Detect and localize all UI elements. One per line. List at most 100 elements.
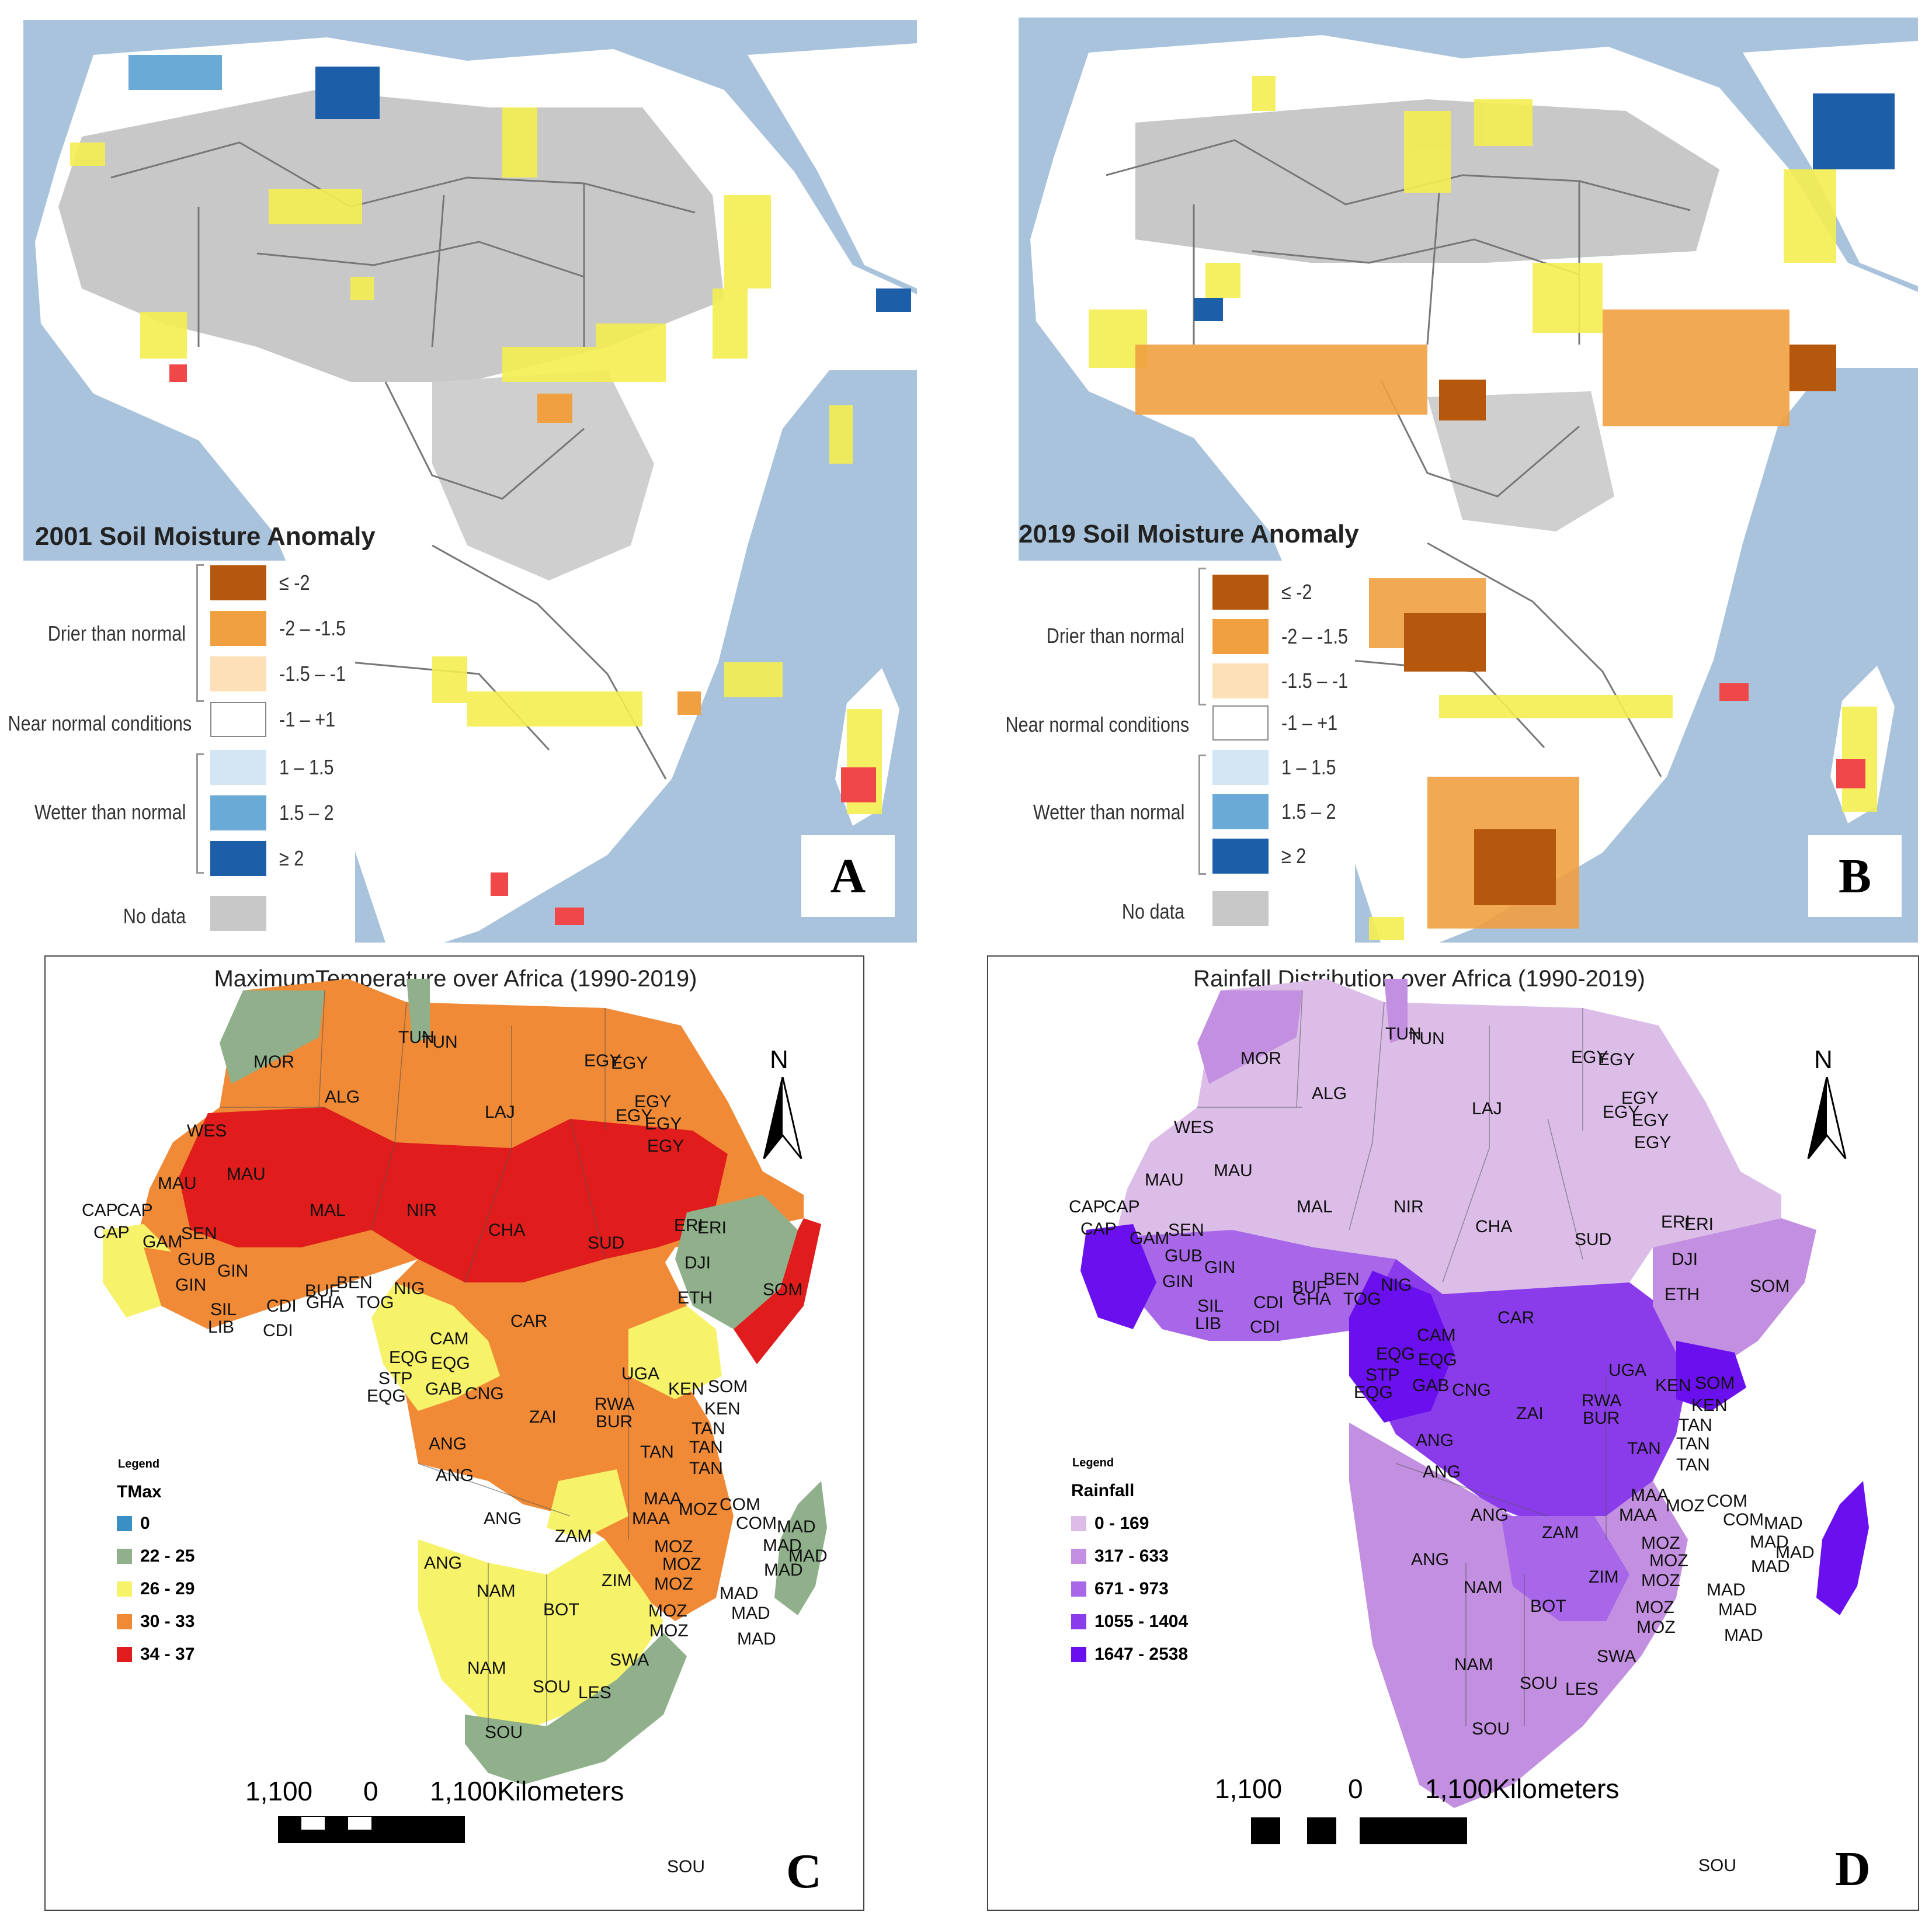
panel-d-country-label: ERI bbox=[1684, 1215, 1714, 1234]
panel-a-title: 2001 Soil Moisture Anomaly bbox=[35, 522, 376, 551]
legend-b-near: Near normal conditions bbox=[1005, 712, 1189, 736]
panel-c-country-label: ETH bbox=[677, 1288, 713, 1308]
panel-c-country-label: WES bbox=[187, 1121, 227, 1141]
legend-a-nodata: No data bbox=[123, 904, 186, 928]
panel-d-country-label: MAU bbox=[1145, 1170, 1184, 1190]
panel-d-country-label: TUN bbox=[1385, 1024, 1422, 1044]
panel-d-country-label: BOT bbox=[1530, 1597, 1566, 1616]
panel-c-country-label: GAB bbox=[425, 1379, 463, 1399]
panel-d-country-label: UGA bbox=[1608, 1361, 1647, 1380]
panel-d-country-label: ANG bbox=[1416, 1431, 1454, 1450]
panel-c-country-label: CAP bbox=[82, 1201, 118, 1220]
panel-d-country-label: NAM bbox=[1454, 1655, 1493, 1674]
panel-d-country-label: TUN bbox=[1409, 1029, 1445, 1048]
panel-d-sou-label: SOU bbox=[1698, 1856, 1737, 1875]
panel-d-country-label: MAD bbox=[1775, 1543, 1815, 1562]
panel-c-legend-item-1: 0 bbox=[140, 1514, 150, 1533]
panel-d-country-label: COM bbox=[1723, 1510, 1764, 1529]
panel-d-country-label: EGY bbox=[1632, 1111, 1669, 1130]
panel-d-country-label: MAD bbox=[1764, 1514, 1803, 1533]
panel-d-north-arrow: N bbox=[1804, 1045, 1850, 1162]
panel-c-country-label: MAD bbox=[788, 1546, 828, 1566]
panel-c-country-label: SEN bbox=[181, 1224, 217, 1243]
panel-c-country-label: GAM bbox=[143, 1232, 183, 1251]
panel-d-country-label: TOG bbox=[1343, 1289, 1381, 1309]
panel-c-country-label: GIN bbox=[217, 1261, 249, 1281]
panel-d-country-label: MAD bbox=[1751, 1557, 1790, 1576]
panel-d-country-label: SEN bbox=[1168, 1221, 1204, 1240]
panel-c-country-label: SOU bbox=[485, 1723, 523, 1742]
panel-c-country-label: ANG bbox=[429, 1434, 467, 1454]
panel-b-letter: B bbox=[1838, 849, 1872, 903]
panel-d-country-label: MAD bbox=[1718, 1600, 1757, 1619]
legend-a-item-6: 1.5 – 2 bbox=[279, 801, 334, 825]
panel-c-legend-item-2: 22 - 25 bbox=[140, 1546, 195, 1566]
panel-c-country-label: MAL bbox=[310, 1201, 346, 1220]
panel-d-country-label: SUD bbox=[1575, 1230, 1612, 1249]
panel-d-map bbox=[1080, 979, 1869, 1808]
panel-d-country-label: WES bbox=[1174, 1118, 1214, 1137]
legend-b-item-6: 1.5 – 2 bbox=[1281, 799, 1336, 823]
panel-c-country-label: CAM bbox=[430, 1329, 469, 1348]
panel-c-country-label: EQG bbox=[367, 1386, 406, 1406]
panel-d-country-label: CHA bbox=[1475, 1217, 1513, 1236]
panel-c-country-label: LAJ bbox=[485, 1103, 515, 1122]
panel-d-scale-right: 1,100Kilometers bbox=[1425, 1774, 1620, 1804]
panel-c-country-label: MOZ bbox=[649, 1621, 689, 1640]
panel-d-country-label: ZAI bbox=[1516, 1404, 1544, 1423]
legend-b-nodata: No data bbox=[1121, 899, 1184, 923]
panel-c-country-label: TOG bbox=[356, 1293, 394, 1312]
panel-d-country-label: ANG bbox=[1411, 1550, 1450, 1569]
panel-d-country-label: MOZ bbox=[1635, 1598, 1674, 1617]
panel-d-country-label: MAA bbox=[1619, 1506, 1658, 1525]
panel-d-country-label: CNG bbox=[1452, 1381, 1491, 1400]
panel-d-country-label: EGY bbox=[1621, 1089, 1659, 1108]
panel-d-country-label: CAP bbox=[1069, 1197, 1105, 1216]
panel-d-country-label: ALG bbox=[1312, 1084, 1347, 1103]
panel-c-country-label: CAP bbox=[93, 1223, 130, 1242]
panel-c-country-label: GHA bbox=[306, 1293, 345, 1312]
panel-b-letter-box: B bbox=[1808, 835, 1902, 917]
panel-c-country-label: ANG bbox=[424, 1553, 463, 1573]
panel-c-country-label: NIG bbox=[394, 1279, 425, 1298]
panel-d-country-label: GHA bbox=[1293, 1289, 1332, 1309]
panel-d-country-label: MOZ bbox=[1636, 1618, 1676, 1637]
panel-d-country-label: SOU bbox=[1472, 1719, 1510, 1739]
legend-a-item-3: -1.5 – -1 bbox=[279, 662, 346, 686]
panel-c-legend-head: Legend bbox=[118, 1458, 160, 1470]
panel-a-letter-box: A bbox=[801, 835, 895, 917]
panel-d-country-label: NIG bbox=[1381, 1275, 1412, 1295]
panel-c-country-label: LIB bbox=[208, 1317, 235, 1337]
panel-d-legend-item-1: 0 - 169 bbox=[1094, 1514, 1149, 1533]
panel-d-country-label: GAM bbox=[1130, 1229, 1170, 1248]
panel-a-letter: A bbox=[830, 849, 866, 903]
panel-c-north-arrow: N bbox=[759, 1045, 806, 1162]
panel-d-letter: D bbox=[1835, 1842, 1871, 1896]
panel-c-country-label: EGY bbox=[611, 1054, 648, 1073]
legend-a-wetter: Wetter than normal bbox=[34, 800, 186, 824]
panel-c-country-label: MAU bbox=[227, 1164, 266, 1184]
panel-c-country-label: MOZ bbox=[654, 1574, 693, 1594]
panel-d-country-label: MOZ bbox=[1641, 1534, 1680, 1553]
panel-c-country-label: GUB bbox=[178, 1250, 216, 1269]
panel-d-country-label: MOZ bbox=[1641, 1571, 1680, 1590]
panel-c-country-label: CDI bbox=[266, 1296, 297, 1316]
panel-d-legend-item-3: 671 - 973 bbox=[1094, 1579, 1169, 1598]
legend-a-item-5: 1 – 1.5 bbox=[279, 755, 334, 779]
panel-d-country-label: CAR bbox=[1497, 1308, 1535, 1327]
panel-d-country-label: MOZ bbox=[1666, 1496, 1705, 1515]
panel-d-country-label: KEN bbox=[1691, 1396, 1728, 1415]
legend-a-near: Near normal conditions bbox=[8, 711, 192, 735]
panel-d-country-label: EGY bbox=[1598, 1050, 1635, 1069]
panel-c-country-label: MAA bbox=[644, 1489, 682, 1508]
panel-c-north-letter: N bbox=[770, 1045, 788, 1074]
panel-c-country-label: SUD bbox=[588, 1233, 625, 1253]
panel-c-country-label: MOZ bbox=[654, 1537, 693, 1556]
panel-d-country-label: SOM bbox=[1695, 1374, 1735, 1393]
legend-b-drier: Drier than normal bbox=[1046, 624, 1184, 648]
panel-d-country-label: GIN bbox=[1162, 1272, 1194, 1291]
panel-d-scale-left: 1,100 bbox=[1215, 1774, 1283, 1804]
panel-d-country-label: GUB bbox=[1165, 1246, 1203, 1266]
panel-d-country-label: MAD bbox=[1724, 1626, 1763, 1645]
legend-a-item-2: -2 – -1.5 bbox=[279, 616, 346, 640]
